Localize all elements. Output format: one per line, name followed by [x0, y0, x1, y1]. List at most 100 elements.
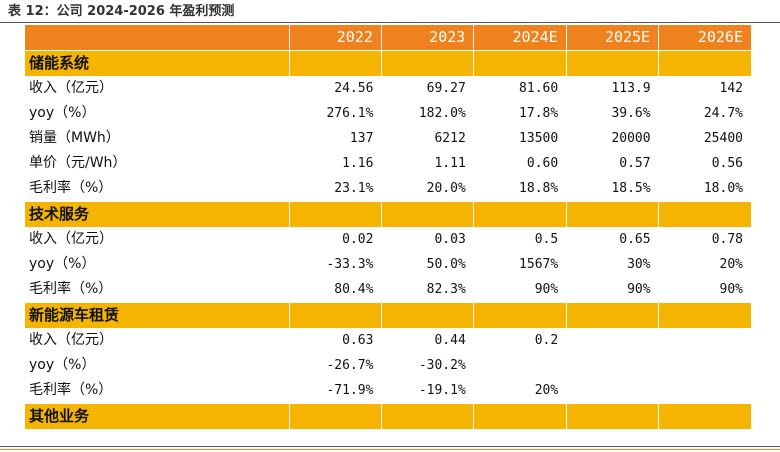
value-cell: 1567%: [519, 257, 559, 272]
table-row: 收入（亿元） 0.63 0.44 0.2: [25, 328, 751, 353]
value-cell: 18.0%: [703, 181, 743, 196]
value-cell: 25400: [703, 131, 743, 146]
value-cell: 0.44: [434, 333, 466, 348]
section-filler-cell: [473, 403, 567, 429]
section-filler-cell: [289, 403, 382, 429]
value-cell: -19.1%: [418, 383, 466, 398]
row-label: yoy（%）: [29, 105, 96, 121]
value-cell: -33.3%: [326, 257, 374, 272]
value-cell: 90%: [627, 282, 651, 297]
section-filler-cell: [566, 50, 660, 76]
value-cell: 90%: [719, 282, 743, 297]
bottom-accent-line: [0, 449, 780, 450]
value-cell: 18.8%: [519, 181, 559, 196]
section-title: 技术服务: [25, 201, 290, 227]
header-cell-2025e: 2025E: [566, 25, 660, 51]
section-title: 其他业务: [25, 403, 290, 429]
value-cell: [659, 328, 751, 353]
section-filler-cell: [566, 201, 660, 227]
top-divider: [0, 22, 780, 23]
row-label: 收入（亿元）: [29, 231, 113, 247]
row-label: yoy（%）: [29, 357, 96, 373]
table-header-row: 2022 2023 2024E 2025E 2026E: [25, 25, 751, 51]
value-cell: 0.63: [342, 333, 374, 348]
value-cell: 23.1%: [334, 181, 374, 196]
value-cell: 276.1%: [326, 106, 374, 121]
value-cell: [566, 353, 658, 378]
table-row: 销量（MWh） 137 6212 13500 20000 25400: [25, 126, 751, 151]
value-cell: 24.56: [334, 81, 374, 96]
value-cell: 18.5%: [611, 181, 651, 196]
value-cell: 113.9: [611, 81, 651, 96]
section-header-row: 储能系统: [25, 50, 751, 76]
row-label: 单价（元/Wh）: [29, 155, 127, 171]
value-cell: 182.0%: [418, 106, 466, 121]
value-cell: -26.7%: [326, 358, 374, 373]
value-cell: 0.03: [434, 232, 466, 247]
section-filler-cell: [566, 403, 660, 429]
section-title: 储能系统: [25, 50, 290, 76]
row-label: 毛利率（%）: [29, 180, 113, 196]
section-header-row: 新能源车租赁: [25, 302, 751, 328]
value-cell: [659, 353, 751, 378]
section-title: 新能源车租赁: [25, 302, 290, 328]
section-filler-cell: [381, 50, 475, 76]
section-filler-cell: [658, 403, 751, 429]
section-filler-cell: [473, 302, 567, 328]
value-cell: 20000: [611, 131, 651, 146]
forecast-table: 2022 2023 2024E 2025E 2026E 储能系统收入（亿元） 24…: [25, 25, 751, 429]
row-label: 收入（亿元）: [29, 332, 113, 348]
section-filler-cell: [289, 302, 382, 328]
value-cell: 20.0%: [426, 181, 466, 196]
value-cell: 80.4%: [334, 282, 374, 297]
value-cell: 0.2: [534, 333, 559, 348]
header-cell-2026e: 2026E: [658, 25, 751, 51]
value-cell: 6212: [434, 131, 466, 146]
table-row: 单价（元/Wh） 1.16 1.11 0.60 0.57 0.56: [25, 151, 751, 176]
value-cell: 13500: [519, 131, 559, 146]
section-header-row: 其他业务: [25, 403, 751, 429]
value-cell: 1.16: [342, 156, 374, 171]
table-row: yoy（%） 276.1% 182.0% 17.8% 39.6% 24.7%: [25, 101, 751, 126]
value-cell: -30.2%: [418, 358, 466, 373]
row-label: 收入（亿元）: [29, 80, 113, 96]
value-cell: 0.56: [711, 156, 743, 171]
value-cell: 137: [349, 131, 374, 146]
value-cell: 81.60: [519, 81, 559, 96]
header-cell-2023: 2023: [381, 25, 475, 51]
section-filler-cell: [289, 201, 382, 227]
value-cell: 30%: [627, 257, 651, 272]
value-cell: 69.27: [426, 81, 466, 96]
value-cell: 50.0%: [426, 257, 466, 272]
table-row: 毛利率（%） 23.1% 20.0% 18.8% 18.5% 18.0%: [25, 176, 751, 202]
row-label: 销量（MWh）: [29, 130, 120, 146]
table-caption: 表 12：公司 2024-2026 年盈利预测: [8, 4, 235, 19]
value-cell: 0.57: [619, 156, 651, 171]
header-cell-2024e: 2024E: [473, 25, 567, 51]
table-row: 收入（亿元） 0.02 0.03 0.5 0.65 0.78: [25, 227, 751, 252]
row-label: yoy（%）: [29, 256, 96, 272]
section-filler-cell: [289, 50, 382, 76]
section-filler-cell: [658, 50, 751, 76]
section-filler-cell: [473, 201, 567, 227]
table-row: yoy（%） -33.3% 50.0% 1567% 30% 20%: [25, 252, 751, 277]
value-cell: 20%: [534, 383, 559, 398]
table-row: 毛利率（%） 80.4% 82.3% 90% 90% 90%: [25, 277, 751, 303]
value-cell: 39.6%: [611, 106, 651, 121]
value-cell: 90%: [534, 282, 559, 297]
row-label: 毛利率（%）: [29, 281, 113, 297]
value-cell: [659, 378, 751, 404]
header-cell-blank: [25, 25, 290, 51]
value-cell: 0.5: [534, 232, 559, 247]
value-cell: [566, 328, 658, 353]
value-cell: -71.9%: [326, 383, 374, 398]
value-cell: 0.78: [711, 232, 743, 247]
value-cell: 20%: [719, 257, 743, 272]
section-filler-cell: [381, 403, 475, 429]
value-cell: 0.02: [342, 232, 374, 247]
section-header-row: 技术服务: [25, 201, 751, 227]
table-row: 收入（亿元） 24.56 69.27 81.60 113.9 142: [25, 76, 751, 101]
table-row: 毛利率（%） -71.9% -19.1% 20%: [25, 378, 751, 404]
section-filler-cell: [381, 201, 475, 227]
value-cell: 17.8%: [519, 106, 559, 121]
